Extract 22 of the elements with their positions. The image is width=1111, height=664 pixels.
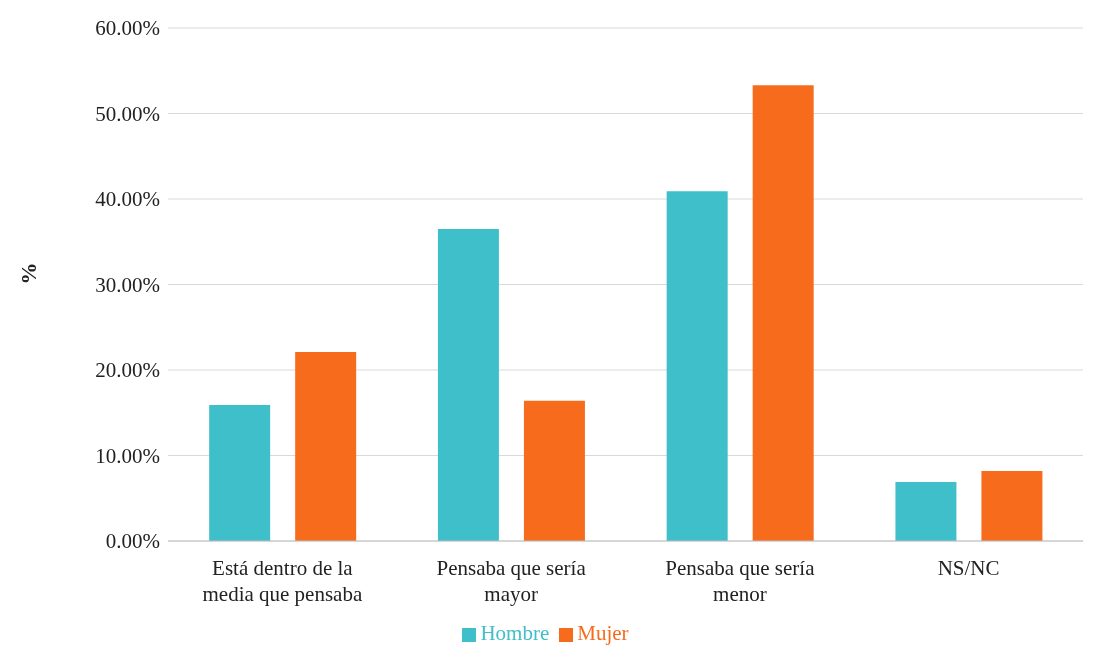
y-tick-label: 30.00% bbox=[95, 272, 160, 297]
bar bbox=[981, 470, 1043, 541]
bar bbox=[209, 405, 271, 541]
y-tick-label: 40.00% bbox=[95, 187, 160, 212]
bar bbox=[895, 482, 957, 541]
legend-label: Hombre bbox=[480, 621, 550, 645]
bar bbox=[666, 191, 728, 541]
bar bbox=[437, 228, 499, 541]
bar bbox=[295, 352, 357, 541]
y-tick-label: 10.00% bbox=[95, 443, 160, 468]
y-tick-label: 20.00% bbox=[95, 358, 160, 383]
legend-label: Mujer bbox=[577, 621, 629, 645]
x-tick-label: Pensaba que sería menor bbox=[665, 556, 816, 606]
bar bbox=[523, 400, 585, 541]
x-tick-label: NS/NC bbox=[937, 556, 1000, 580]
y-tick-label: 60.00% bbox=[95, 16, 160, 41]
y-axis-title: % bbox=[15, 262, 41, 285]
bar bbox=[752, 85, 814, 541]
y-tick-label: 0.00% bbox=[105, 529, 160, 554]
x-tick-label: Está dentro de la media que pensaba bbox=[202, 556, 363, 606]
y-tick-label: 50.00% bbox=[95, 101, 160, 126]
x-tick-label: Pensaba que sería mayor bbox=[436, 556, 587, 606]
